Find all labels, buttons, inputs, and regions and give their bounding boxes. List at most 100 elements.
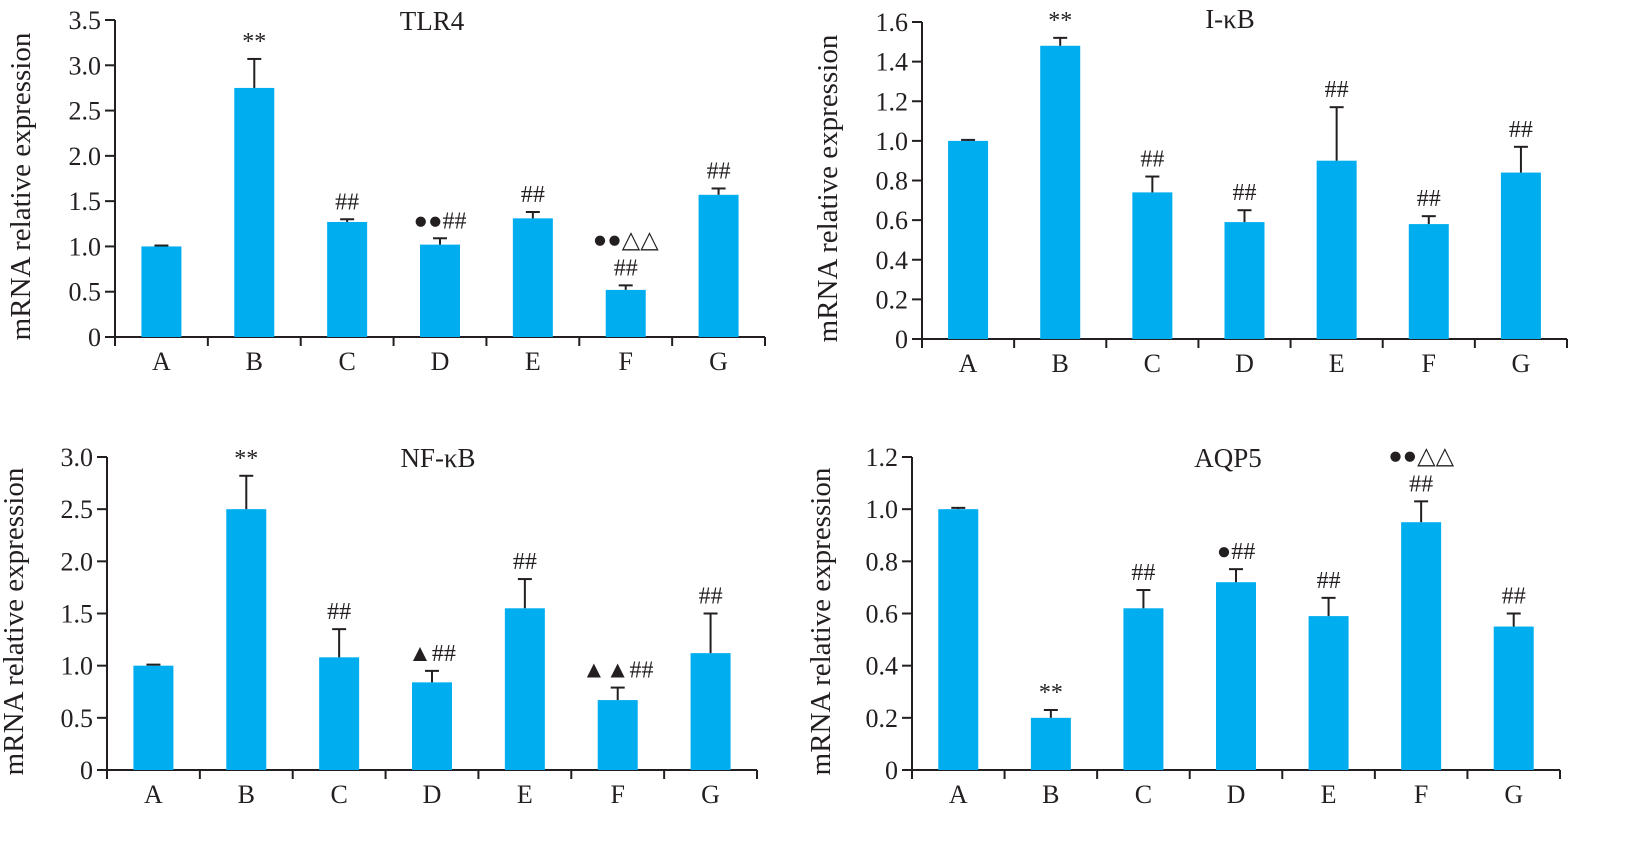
significance-label: ## — [1417, 186, 1441, 212]
bar-f — [605, 289, 646, 337]
y-tick-label: 1.2 — [876, 87, 909, 116]
bar-e — [504, 608, 545, 770]
x-tick-label: D — [1235, 349, 1254, 378]
x-tick-label: B — [246, 347, 263, 376]
chart-title: I-κB — [1205, 4, 1255, 34]
y-tick-label: 0.2 — [876, 285, 909, 314]
bar-g — [690, 653, 731, 770]
significance-label: ## — [1509, 117, 1533, 143]
x-tick-label: C — [1144, 349, 1161, 378]
chart-nfkb: 0 0.5 1.0 1.5 2.0 2.5 3.0 A B ** C ## D ▲## E ## F ▲▲## G #… — [0, 443, 758, 809]
x-tick-label: B — [1042, 780, 1059, 809]
x-tick-label: E — [525, 347, 541, 376]
significance-label: ** — [234, 446, 258, 472]
bar-a — [133, 665, 174, 770]
y-tick-label: 0.6 — [866, 600, 899, 629]
bar-a — [938, 509, 979, 770]
y-tick-label: 0 — [80, 756, 93, 785]
y-tick-label: 2.5 — [69, 97, 102, 126]
x-tick-label: E — [1321, 780, 1337, 809]
significance-label: ▲▲## — [582, 658, 654, 684]
significance-label: ## — [1140, 147, 1164, 173]
chart-title: TLR4 — [400, 6, 465, 36]
bar-d — [420, 244, 460, 337]
y-tick-label: 1.5 — [69, 187, 102, 216]
y-axis-label: mRNA relative expression — [812, 34, 844, 342]
y-tick-label: 0.2 — [866, 704, 899, 733]
significance-label: ## — [1502, 584, 1526, 610]
bar-b — [234, 87, 275, 337]
chart-tlr4: 0 0.5 1.0 1.5 2.0 2.5 3.0 3.5 A B ** C ## D ●●## E ## F ##… — [5, 6, 766, 376]
y-tick-label: 1.5 — [61, 600, 94, 629]
bar-f — [597, 700, 638, 770]
x-tick-label: G — [701, 780, 720, 809]
bar-f — [1408, 224, 1449, 339]
x-tick-label: E — [1329, 349, 1345, 378]
y-tick-label: 1.0 — [69, 232, 102, 261]
y-tick-label: 0 — [88, 323, 101, 352]
x-tick-label: F — [1422, 349, 1436, 378]
x-tick-label: F — [610, 780, 624, 809]
x-tick-label: A — [144, 780, 163, 809]
y-tick-label: 3.5 — [69, 6, 102, 35]
y-tick-label: 1.6 — [876, 8, 909, 37]
significance-label: ## — [327, 599, 351, 625]
bar-a — [141, 246, 182, 337]
significance-label: ## — [707, 158, 731, 184]
bar-c — [327, 221, 368, 337]
x-tick-label: A — [152, 347, 171, 376]
y-tick-label: 0.8 — [876, 167, 909, 196]
y-tick-label: 2.0 — [61, 547, 94, 576]
y-tick-label: 0.5 — [61, 704, 94, 733]
x-tick-label: C — [1135, 780, 1152, 809]
chart-title: NF-κB — [400, 443, 475, 473]
bar-b — [1030, 717, 1071, 770]
significance-label: ●●△△ — [593, 227, 659, 253]
bar-d — [412, 682, 452, 770]
x-tick-label: D — [423, 780, 442, 809]
chart-title: AQP5 — [1194, 443, 1262, 473]
bar-c — [1132, 192, 1173, 339]
y-tick-label: 1.4 — [876, 48, 909, 77]
y-tick-label: 3.0 — [69, 51, 102, 80]
bar-e — [512, 218, 553, 337]
y-tick-label: 1.0 — [61, 652, 94, 681]
x-tick-label: E — [517, 780, 533, 809]
bar-f — [1401, 522, 1442, 770]
y-axis-label: mRNA relative expression — [5, 32, 37, 340]
y-tick-label: 0.6 — [876, 206, 909, 235]
significance-label: ## — [335, 189, 359, 215]
bar-b — [1040, 45, 1081, 340]
bar-g — [698, 194, 739, 337]
significance-label: ## — [699, 584, 723, 610]
significance-label: ## — [1325, 77, 1349, 103]
significance-label: ●●△△ — [1388, 443, 1454, 469]
significance-label: ●●## — [414, 208, 467, 234]
y-tick-label: 0.4 — [876, 246, 909, 275]
significance-label: ## — [521, 182, 545, 208]
x-tick-label: F — [618, 347, 632, 376]
significance-label: ## — [614, 255, 638, 281]
x-tick-label: G — [709, 347, 728, 376]
x-tick-label: G — [1512, 349, 1531, 378]
x-tick-label: D — [1227, 780, 1246, 809]
bar-c — [319, 657, 360, 770]
y-tick-label: 1.0 — [876, 127, 909, 156]
y-tick-label: 2.5 — [61, 495, 94, 524]
x-tick-label: B — [238, 780, 255, 809]
y-tick-label: 0.4 — [866, 652, 899, 681]
bar-c — [1123, 608, 1164, 770]
chart-ikb: 0 0.2 0.4 0.6 0.8 1.0 1.2 1.4 1.6 A B ** C ## D ## E ## F #… — [812, 4, 1568, 378]
significance-label: ▲## — [408, 641, 456, 667]
y-tick-label: 3.0 — [61, 443, 94, 472]
y-axis-label: mRNA relative expression — [0, 467, 30, 775]
significance-label: ** — [1039, 680, 1063, 706]
significance-label: ## — [1409, 471, 1433, 497]
bar-e — [1316, 160, 1357, 339]
significance-label: ## — [1233, 180, 1257, 206]
bar-d — [1224, 222, 1265, 339]
y-axis-label: mRNA relative expression — [805, 467, 837, 775]
y-tick-label: 2.0 — [69, 142, 102, 171]
significance-label: ** — [242, 29, 266, 55]
